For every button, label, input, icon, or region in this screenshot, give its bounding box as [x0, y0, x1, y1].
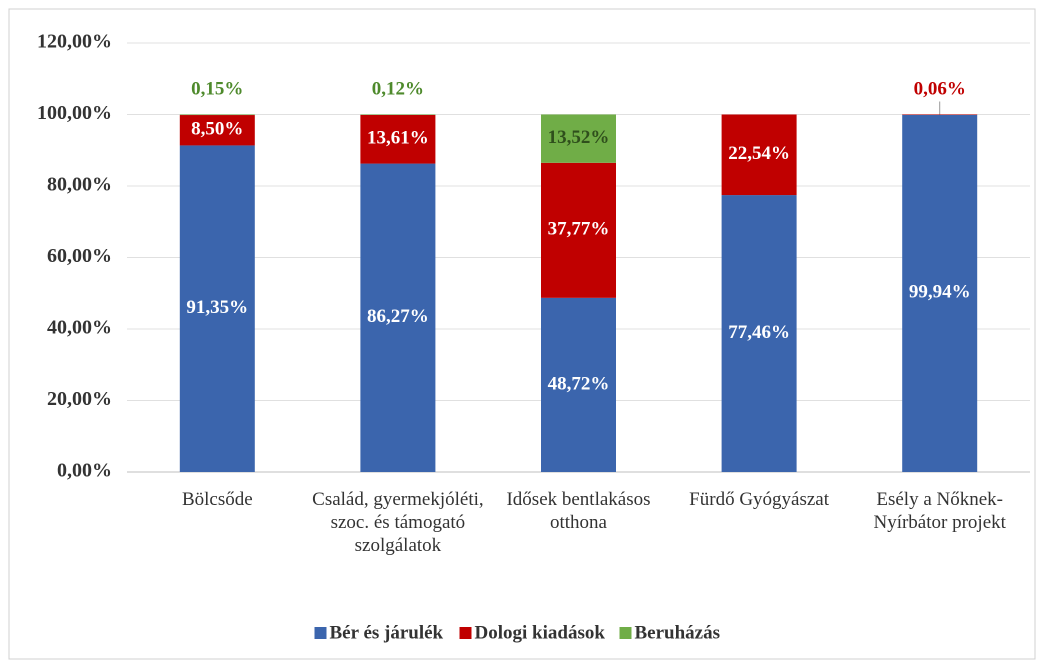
data-label: 91,35%	[186, 297, 248, 318]
bar-segment	[179, 114, 255, 116]
chart-border	[8, 8, 1036, 660]
y-tick-label: 0,00%	[57, 460, 112, 482]
bar-segment	[179, 145, 255, 472]
data-label: 0,15%	[191, 78, 243, 99]
bar-segment	[721, 195, 797, 472]
legend-label: Bér és járulék	[330, 622, 444, 643]
y-tick-label: 100,00%	[37, 102, 112, 124]
bar-segment	[721, 114, 797, 196]
bar-segment	[360, 114, 436, 115]
y-tick-label: 60,00%	[47, 245, 112, 267]
data-label: 77,46%	[728, 322, 790, 343]
bar-segment	[541, 297, 616, 472]
bar-segment	[541, 162, 616, 298]
data-label: 86,27%	[367, 306, 429, 327]
y-tick-label: 120,00%	[37, 31, 112, 53]
x-tick-label: Idősek bentlakásos otthona	[506, 489, 651, 533]
data-label: 99,94%	[909, 282, 971, 303]
y-tick-label: 40,00%	[47, 317, 112, 339]
data-label: 0,06%	[914, 78, 966, 99]
data-label: 37,77%	[548, 219, 610, 240]
data-label: 13,52%	[548, 127, 610, 148]
bar-segment	[902, 114, 978, 115]
x-tick-label: Esély a Nőknek-Nyírbátor projekt	[873, 489, 1006, 533]
data-label: 8,50%	[191, 119, 243, 140]
legend-swatch	[459, 627, 472, 639]
legend-swatch	[314, 627, 327, 639]
data-label: 13,61%	[367, 128, 429, 149]
data-label: 22,54%	[728, 143, 790, 164]
x-tick-label: Fürdő Gyógyászat	[689, 489, 830, 510]
bar-segment	[360, 163, 436, 472]
legend-label: Beruházás	[635, 622, 721, 643]
bar-segment	[360, 114, 436, 164]
y-tick-label: 20,00%	[47, 388, 112, 410]
legend-swatch	[619, 627, 632, 639]
bar-segment	[541, 114, 616, 163]
bar-segment	[902, 114, 978, 472]
y-tick-label: 80,00%	[47, 174, 112, 196]
data-label: 0,12%	[372, 78, 424, 99]
x-tick-label: Bölcsőde	[181, 489, 253, 510]
legend-label: Dologi kiadások	[475, 622, 606, 643]
data-label: 48,72%	[548, 373, 610, 394]
bar-segment	[179, 115, 255, 146]
x-tick-label: Család, gyermekjóléti, szoc. és támogató…	[312, 489, 484, 556]
